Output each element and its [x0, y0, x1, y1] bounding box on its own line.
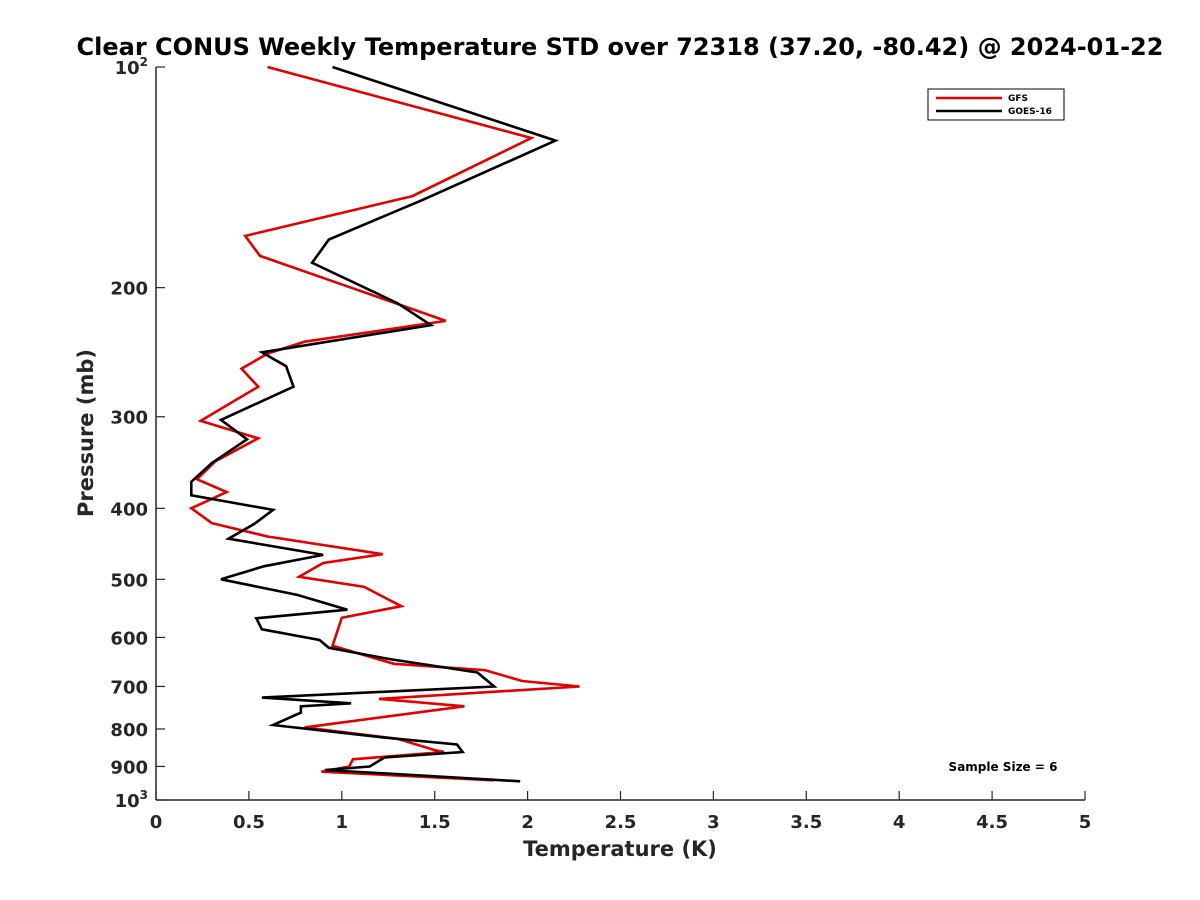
x-tick-label: 0.5 [233, 812, 265, 833]
y-ticks: 102 200 300 400 500 600 700 800 900 103 [110, 55, 165, 812]
series-line-goes-16 [190, 65, 560, 783]
y-tick-label: 600 [110, 628, 148, 649]
x-tick-label: 4.5 [976, 812, 1008, 833]
y-tick-label: 102 [115, 55, 148, 79]
legend-label: GFS [1008, 94, 1028, 104]
y-tick-label: 400 [110, 499, 148, 520]
y-tick-label: 300 [110, 408, 148, 429]
x-tick-label: 3.5 [790, 812, 822, 833]
y-tick-label: 103 [115, 788, 148, 812]
x-tick-label: 1.5 [419, 812, 451, 833]
series-layer [188, 65, 580, 783]
x-tick-label: 1 [336, 812, 349, 833]
x-tick-label: 0 [150, 812, 163, 833]
x-tick-label: 5 [1079, 812, 1092, 833]
y-tick-label: 500 [110, 570, 148, 591]
sample-size-annotation: Sample Size = 6 [949, 760, 1058, 774]
legend-box [927, 88, 1065, 121]
y-tick-label: 800 [110, 720, 148, 741]
legend: GFS GOES-16 [927, 88, 1065, 121]
y-tick-label: 700 [110, 677, 148, 698]
x-tick-label: 3 [707, 812, 720, 833]
x-tick-label: 2.5 [605, 812, 637, 833]
x-axis-label: Temperature (K) [523, 837, 717, 861]
y-tick-label: 900 [110, 757, 148, 778]
chart-title: Clear CONUS Weekly Temperature STD over … [77, 33, 1164, 61]
x-tick-label: 4 [893, 812, 906, 833]
y-axis-label: Pressure (mb) [74, 349, 98, 517]
x-tick-label: 2 [521, 812, 534, 833]
legend-label: GOES-16 [1008, 107, 1052, 117]
y-tick-label: 200 [110, 279, 148, 300]
x-ticks: 0 0.5 1 1.5 2 2.5 3 3.5 4 4.5 5 [150, 791, 1092, 833]
